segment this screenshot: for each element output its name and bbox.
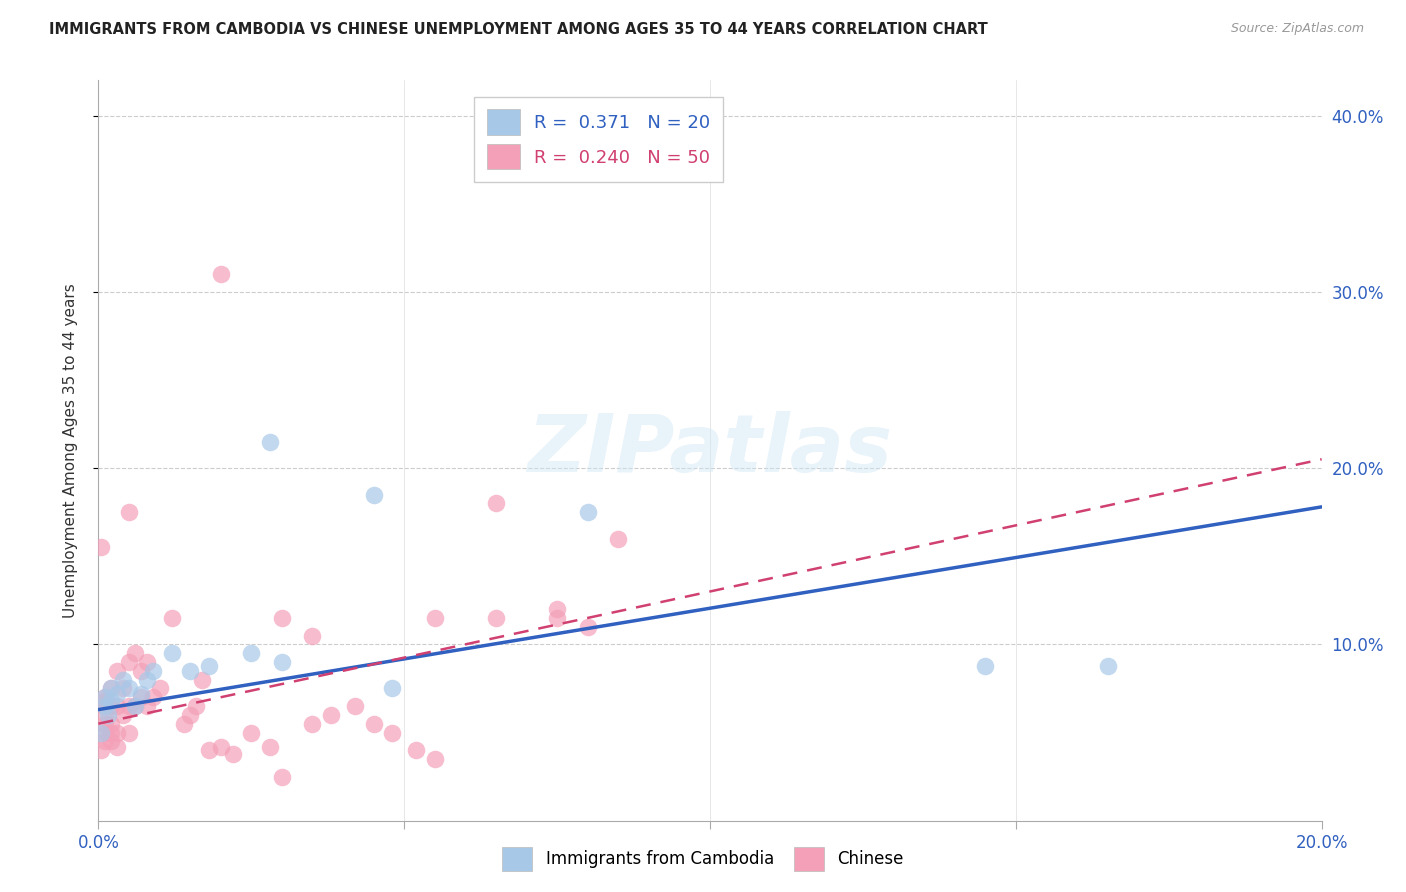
Point xyxy=(209,739,232,754)
Point xyxy=(93,734,115,748)
Point xyxy=(93,725,115,739)
Point xyxy=(118,681,141,696)
Point xyxy=(124,699,146,714)
Point xyxy=(136,655,159,669)
Point xyxy=(105,725,128,739)
Point xyxy=(100,725,122,739)
Point xyxy=(197,743,219,757)
Point xyxy=(259,434,281,449)
Point xyxy=(100,734,122,748)
Point xyxy=(344,699,367,714)
Point xyxy=(301,716,323,731)
Point xyxy=(118,655,141,669)
Point xyxy=(576,505,599,519)
Point xyxy=(93,690,115,705)
Point xyxy=(209,267,232,281)
Point xyxy=(485,611,508,625)
Point xyxy=(136,673,159,687)
Point xyxy=(142,690,165,705)
Point xyxy=(118,699,141,714)
Point xyxy=(111,707,134,722)
Point xyxy=(124,699,146,714)
Point xyxy=(160,611,183,625)
Point xyxy=(381,681,404,696)
Legend: R =  0.371   N = 20, R =  0.240   N = 50: R = 0.371 N = 20, R = 0.240 N = 50 xyxy=(474,96,723,182)
Point xyxy=(1097,658,1119,673)
Point xyxy=(149,681,172,696)
Point xyxy=(270,655,292,669)
Point xyxy=(259,739,281,754)
Point xyxy=(240,725,263,739)
Point xyxy=(423,752,446,766)
Point xyxy=(270,611,292,625)
Point xyxy=(100,681,122,696)
Point xyxy=(124,646,146,660)
Point xyxy=(222,747,245,761)
Point xyxy=(105,739,128,754)
Point xyxy=(118,725,141,739)
Point xyxy=(423,611,446,625)
Point xyxy=(93,699,115,714)
Point xyxy=(142,664,165,678)
Point xyxy=(97,707,120,722)
Point xyxy=(363,487,385,501)
Y-axis label: Unemployment Among Ages 35 to 44 years: Unemployment Among Ages 35 to 44 years xyxy=(63,283,77,618)
Point xyxy=(105,664,128,678)
Point xyxy=(301,628,323,642)
Point xyxy=(111,673,134,687)
Point xyxy=(381,725,404,739)
Point xyxy=(607,532,630,546)
Point xyxy=(93,694,115,708)
Point xyxy=(576,620,599,634)
Point xyxy=(974,658,997,673)
Point xyxy=(485,496,508,510)
Point xyxy=(319,707,342,722)
Text: Source: ZipAtlas.com: Source: ZipAtlas.com xyxy=(1230,22,1364,36)
Point xyxy=(240,646,263,660)
Point xyxy=(105,687,128,701)
Point xyxy=(111,681,134,696)
Text: ZIPatlas: ZIPatlas xyxy=(527,411,893,490)
Point xyxy=(100,699,122,714)
Point xyxy=(405,743,427,757)
Point xyxy=(93,690,115,705)
Point xyxy=(129,664,152,678)
Point xyxy=(100,681,122,696)
Point xyxy=(93,707,115,722)
Point xyxy=(100,716,122,731)
Point xyxy=(90,743,112,757)
Point xyxy=(179,664,201,678)
Point xyxy=(546,611,568,625)
Point xyxy=(93,699,115,714)
Text: IMMIGRANTS FROM CAMBODIA VS CHINESE UNEMPLOYMENT AMONG AGES 35 TO 44 YEARS CORRE: IMMIGRANTS FROM CAMBODIA VS CHINESE UNEM… xyxy=(49,22,988,37)
Point xyxy=(105,699,128,714)
Point xyxy=(270,770,292,784)
Point xyxy=(90,725,112,739)
Point xyxy=(100,694,122,708)
Point xyxy=(160,646,183,660)
Point xyxy=(93,716,115,731)
Point xyxy=(197,658,219,673)
Point xyxy=(136,699,159,714)
Point xyxy=(179,707,201,722)
Point xyxy=(363,716,385,731)
Point xyxy=(118,505,141,519)
Point xyxy=(129,687,152,701)
Point xyxy=(173,716,195,731)
Point xyxy=(90,541,112,555)
Point xyxy=(186,699,208,714)
Legend: Immigrants from Cambodia, Chinese: Immigrants from Cambodia, Chinese xyxy=(494,839,912,880)
Point xyxy=(546,602,568,616)
Point xyxy=(129,690,152,705)
Point xyxy=(191,673,214,687)
